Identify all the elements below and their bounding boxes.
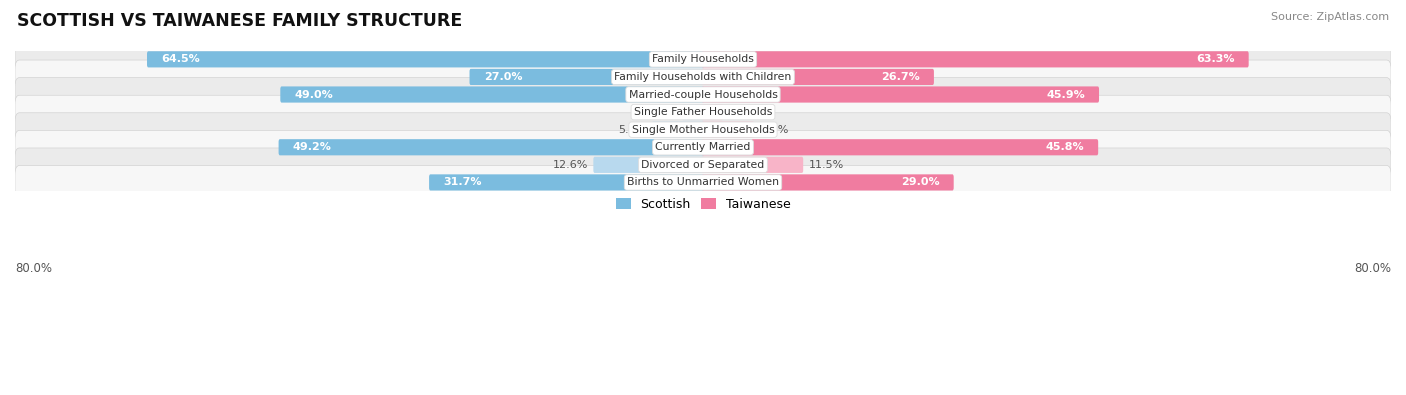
FancyBboxPatch shape [278, 139, 704, 155]
Text: Source: ZipAtlas.com: Source: ZipAtlas.com [1271, 12, 1389, 22]
FancyBboxPatch shape [702, 174, 953, 190]
Text: 2.2%: 2.2% [728, 107, 758, 117]
FancyBboxPatch shape [702, 157, 803, 173]
Text: 5.8%: 5.8% [759, 125, 789, 135]
Text: Single Mother Households: Single Mother Households [631, 125, 775, 135]
Text: 11.5%: 11.5% [808, 160, 844, 170]
Text: 64.5%: 64.5% [162, 55, 200, 64]
Text: Family Households with Children: Family Households with Children [614, 72, 792, 82]
Text: 49.0%: 49.0% [294, 90, 333, 100]
Text: 45.8%: 45.8% [1045, 142, 1084, 152]
Text: 63.3%: 63.3% [1197, 55, 1234, 64]
FancyBboxPatch shape [15, 42, 1391, 76]
FancyBboxPatch shape [682, 104, 704, 120]
FancyBboxPatch shape [702, 87, 1099, 103]
Text: 31.7%: 31.7% [443, 177, 482, 188]
FancyBboxPatch shape [429, 174, 704, 190]
Text: Single Father Households: Single Father Households [634, 107, 772, 117]
Text: 80.0%: 80.0% [1354, 261, 1391, 275]
Text: Births to Unmarried Women: Births to Unmarried Women [627, 177, 779, 188]
Text: Family Households: Family Households [652, 55, 754, 64]
FancyBboxPatch shape [702, 69, 934, 85]
FancyBboxPatch shape [702, 139, 1098, 155]
Text: 29.0%: 29.0% [901, 177, 939, 188]
FancyBboxPatch shape [15, 60, 1391, 94]
Text: 80.0%: 80.0% [15, 261, 52, 275]
Text: 5.8%: 5.8% [617, 125, 647, 135]
FancyBboxPatch shape [280, 87, 704, 103]
Text: 27.0%: 27.0% [484, 72, 522, 82]
FancyBboxPatch shape [15, 95, 1391, 129]
FancyBboxPatch shape [15, 148, 1391, 182]
Text: Divorced or Separated: Divorced or Separated [641, 160, 765, 170]
Legend: Scottish, Taiwanese: Scottish, Taiwanese [610, 193, 796, 216]
Text: Currently Married: Currently Married [655, 142, 751, 152]
FancyBboxPatch shape [593, 157, 704, 173]
Text: Married-couple Households: Married-couple Households [628, 90, 778, 100]
FancyBboxPatch shape [15, 113, 1391, 147]
FancyBboxPatch shape [15, 130, 1391, 164]
FancyBboxPatch shape [702, 104, 723, 120]
FancyBboxPatch shape [652, 122, 704, 138]
FancyBboxPatch shape [470, 69, 704, 85]
FancyBboxPatch shape [148, 51, 704, 68]
Text: 12.6%: 12.6% [553, 160, 588, 170]
FancyBboxPatch shape [702, 122, 754, 138]
FancyBboxPatch shape [702, 51, 1249, 68]
FancyBboxPatch shape [15, 78, 1391, 111]
Text: 26.7%: 26.7% [882, 72, 920, 82]
Text: 49.2%: 49.2% [292, 142, 332, 152]
Text: 2.3%: 2.3% [648, 107, 676, 117]
FancyBboxPatch shape [15, 166, 1391, 199]
Text: 45.9%: 45.9% [1046, 90, 1085, 100]
Text: SCOTTISH VS TAIWANESE FAMILY STRUCTURE: SCOTTISH VS TAIWANESE FAMILY STRUCTURE [17, 12, 463, 30]
